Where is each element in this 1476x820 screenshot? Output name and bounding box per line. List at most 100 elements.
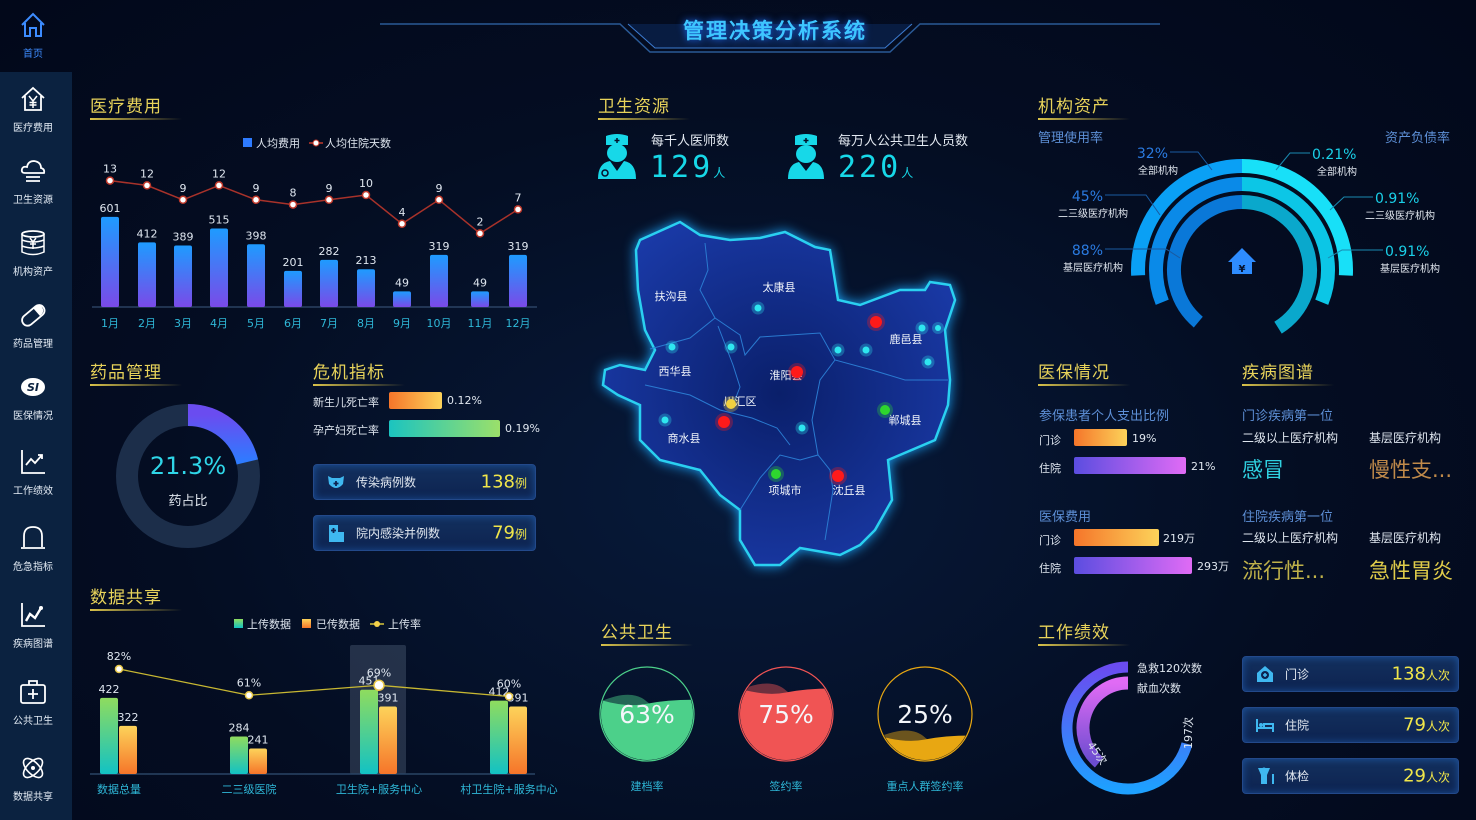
checkup-icon bbox=[1258, 767, 1274, 784]
newborn-death-rate-bar bbox=[389, 392, 442, 409]
sidebar-item-10[interactable]: 数据共享 bbox=[0, 753, 66, 804]
sidebar-item-7[interactable]: 危急指标 bbox=[0, 523, 66, 574]
ratio-title: 参保患者个人支出比例 bbox=[1039, 409, 1170, 424]
performance-card-1[interactable]: 住院 79人次 bbox=[1242, 707, 1459, 743]
cost-title: 医保费用 bbox=[1039, 510, 1092, 525]
sidebar-item-label: 卫生资源 bbox=[13, 195, 53, 206]
section-title-performance: 工作绩效 bbox=[1038, 618, 1130, 646]
line-point bbox=[105, 176, 115, 185]
usage-rate-arc bbox=[1131, 159, 1243, 276]
sidebar-item-6[interactable]: 工作绩效 bbox=[0, 447, 66, 498]
x-tick-label: 10月 bbox=[427, 317, 452, 330]
nurse-icon bbox=[788, 134, 824, 179]
row-label: 门诊 bbox=[1039, 434, 1061, 447]
map-region-label: 西华县 bbox=[659, 364, 692, 378]
row-value: 219万 bbox=[1163, 532, 1195, 545]
liquid-fill bbox=[740, 688, 832, 760]
hospital-infection-card[interactable]: 院内感染并例数 79例 bbox=[313, 515, 536, 551]
gauge-value: 63% bbox=[619, 700, 675, 729]
performance-card-2[interactable]: 体检 29人次 bbox=[1242, 758, 1459, 794]
x-tick-label: 村卫生院+服务中心 bbox=[460, 782, 557, 796]
section-title-crisis: 危机指标 bbox=[313, 358, 405, 386]
liquid-gauge-ring bbox=[738, 666, 834, 762]
sidebar-item-3[interactable]: 机构资产 bbox=[0, 228, 66, 279]
map-marker bbox=[771, 469, 781, 479]
bar-label: 241 bbox=[248, 734, 269, 747]
map-marker bbox=[718, 416, 730, 428]
sidebar-item-label: 医疗费用 bbox=[13, 123, 53, 134]
rate-value: 0.12% bbox=[447, 394, 482, 407]
section-title-disease: 疾病图谱 bbox=[1242, 358, 1334, 386]
sidebar-item-4[interactable]: 药品管理 bbox=[0, 300, 66, 351]
bar bbox=[471, 291, 489, 307]
legend-swatch bbox=[234, 619, 243, 628]
map-marker bbox=[791, 366, 803, 378]
value: 129 bbox=[650, 150, 714, 185]
line-point bbox=[142, 181, 152, 190]
bar bbox=[360, 689, 378, 774]
leader-line bbox=[1275, 152, 1310, 171]
x-tick-label: 2月 bbox=[138, 317, 156, 330]
line-label: 7 bbox=[515, 191, 522, 204]
sidebar-item-5[interactable]: SI 医保情况 bbox=[0, 372, 66, 423]
unit: 例 bbox=[514, 527, 527, 542]
line-label: 2 bbox=[477, 215, 484, 228]
legend-swatch bbox=[302, 619, 311, 628]
bar bbox=[249, 748, 267, 774]
atom-icon bbox=[22, 757, 44, 779]
bar bbox=[230, 736, 248, 774]
infectious-cases-card[interactable]: 传染病例数 138例 bbox=[313, 464, 536, 500]
hospital-icon bbox=[329, 525, 344, 542]
ring-legend-label: 献血次数 bbox=[1137, 682, 1181, 695]
map-marker bbox=[798, 424, 806, 432]
inpatient-cost-bar bbox=[1074, 557, 1192, 574]
usage-rate-arc bbox=[1167, 195, 1243, 328]
outpatient-cost-bar bbox=[1074, 529, 1159, 546]
map-marker bbox=[661, 416, 669, 424]
line-label: 10 bbox=[359, 177, 373, 190]
bar bbox=[430, 254, 448, 307]
sidebar-item-1[interactable]: 医疗费用 bbox=[0, 84, 66, 135]
line-point bbox=[361, 190, 371, 200]
disease-value: 流行性... bbox=[1242, 559, 1326, 583]
sidebar-item-0[interactable]: 首页 bbox=[0, 10, 66, 61]
svg-text:¥: ¥ bbox=[1239, 264, 1246, 275]
performance-card-0[interactable]: 门诊 138人次 bbox=[1242, 656, 1459, 692]
usage-rate-title: 管理使用率 bbox=[1038, 131, 1104, 146]
stat-label: 每千人医师数 bbox=[651, 134, 730, 149]
line-point bbox=[504, 692, 514, 701]
map-marker bbox=[834, 346, 842, 354]
x-tick-label: 数据总量 bbox=[97, 782, 141, 796]
map-marker bbox=[918, 324, 926, 332]
bar-label: 391 bbox=[378, 692, 399, 705]
medical-cost-chart: 人均费用 人均住院天数6011月4122月3893月5154月3985月2016月… bbox=[92, 136, 537, 330]
sidebar-item-2[interactable]: 卫生资源 bbox=[0, 156, 66, 207]
alarm-bell-icon bbox=[21, 526, 45, 549]
debt-ratio-arc bbox=[1241, 159, 1353, 276]
sidebar-item-8[interactable]: 疾病图谱 bbox=[0, 600, 66, 651]
x-tick-label: 二三级医院 bbox=[222, 782, 277, 796]
row-value: 19% bbox=[1132, 432, 1157, 445]
section-title-insurance: 医保情况 bbox=[1038, 358, 1130, 386]
sidebar-item-9[interactable]: 公共卫生 bbox=[0, 677, 66, 728]
x-tick-label: 3月 bbox=[174, 317, 192, 330]
card-value: 79例 bbox=[492, 523, 527, 544]
x-tick-label: 1月 bbox=[101, 317, 119, 330]
line-label: 12 bbox=[212, 167, 226, 180]
gauge-label: 重点人群签约率 bbox=[887, 779, 964, 793]
bar-label: 284 bbox=[229, 721, 250, 734]
block-title: 门诊疾病第一位 bbox=[1242, 409, 1334, 424]
bar bbox=[320, 259, 338, 307]
line-label: 8 bbox=[290, 187, 297, 200]
map-boundary bbox=[699, 242, 716, 319]
unit: 例 bbox=[514, 476, 527, 491]
sidebar-item-label: 首页 bbox=[23, 49, 43, 60]
map-marker bbox=[668, 343, 676, 351]
home-icon bbox=[21, 12, 45, 37]
legend-label: 人均住院天数 bbox=[325, 136, 391, 150]
row-value: 21% bbox=[1191, 460, 1216, 473]
map-marker bbox=[832, 470, 844, 482]
rate-label: 新生儿死亡率 bbox=[313, 396, 379, 409]
drug-ratio-label: 药占比 bbox=[168, 494, 208, 509]
bar-label: 319 bbox=[508, 240, 529, 253]
